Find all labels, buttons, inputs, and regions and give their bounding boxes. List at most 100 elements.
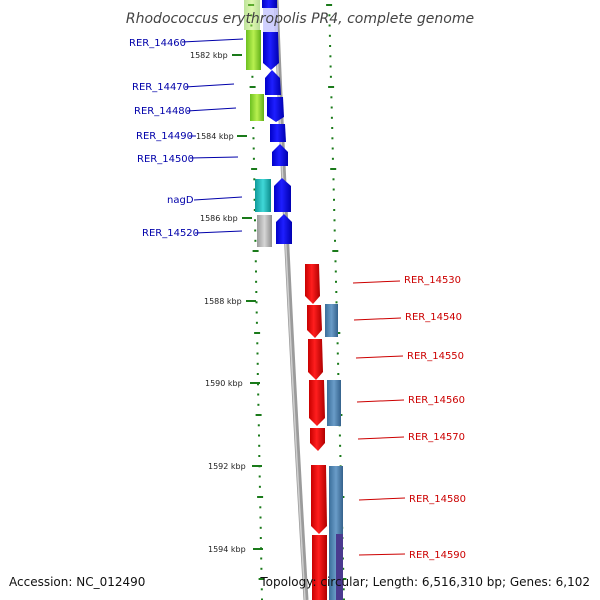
right-tick-mark [326, 4, 333, 6]
genome-summary-text: Topology: circular; Length: 6,516,310 bp… [259, 575, 590, 589]
feature-rer-14560[interactable] [327, 380, 341, 426]
kbp-scale: 1582 kbp 1584 kbp 1586 kbp 1588 kbp 1590… [190, 51, 263, 554]
left-tick-mark [256, 352, 259, 355]
left-tick-mark [254, 332, 261, 334]
feature-nagd[interactable] [255, 179, 271, 212]
left-tick-mark [257, 383, 259, 386]
right-tick-mark [333, 209, 336, 211]
gene-arrow-14460-c[interactable] [263, 32, 279, 70]
left-tick-mark [258, 455, 261, 457]
right-tick-mark [328, 86, 335, 88]
gene-label-nagd[interactable]: nagD [167, 195, 194, 206]
gene-arrow-14470[interactable] [265, 70, 281, 95]
right-tick-mark [328, 14, 331, 17]
left-tick-mark [260, 588, 263, 591]
left-tick-mark [254, 260, 257, 263]
left-tick-mark [255, 280, 258, 283]
map-title: Rhodococcus erythropolis PR4, complete g… [126, 11, 474, 27]
left-tick-mark [258, 444, 261, 447]
gene-label-rer-14570[interactable]: RER_14570 [408, 432, 465, 443]
gene-arrow-14570[interactable] [310, 428, 325, 451]
kbp-label: 1592 kbp [208, 462, 246, 471]
right-tick-mark [336, 352, 339, 355]
feature-rer-14520[interactable] [257, 215, 272, 247]
left-tick-mark [255, 291, 258, 293]
gene-label-rer-14460[interactable]: RER_14460 [129, 38, 186, 49]
left-tick-mark [254, 229, 257, 232]
gene-arrow-14530[interactable] [305, 264, 320, 304]
left-tick-mark [261, 598, 263, 600]
right-tick-mark [337, 362, 340, 365]
right-tick-mark [332, 250, 339, 252]
gene-arrow-14520[interactable] [276, 214, 292, 244]
feature-rer-14460[interactable] [246, 30, 261, 70]
left-tick-mark [253, 198, 256, 201]
left-tick-mark [252, 137, 255, 140]
gene-label-rer-14540[interactable]: RER_14540 [405, 312, 462, 323]
gene-label-rer-14530[interactable]: RER_14530 [404, 275, 461, 286]
right-tick-mark [333, 219, 336, 222]
left-tick-mark [252, 250, 259, 252]
left-tick-mark [259, 537, 262, 539]
right-tick-mark [334, 270, 337, 273]
reverse-strand-features [305, 264, 343, 600]
feature-rer-14480[interactable] [250, 94, 264, 121]
right-tick-mark [328, 34, 331, 37]
gene-arrow-14580[interactable] [311, 465, 327, 534]
gene-label-rer-14590[interactable]: RER_14590 [409, 550, 466, 561]
kbp-label: 1594 kbp [208, 545, 246, 554]
gene-arrow-14460-b[interactable] [263, 8, 278, 32]
left-tick-mark [254, 239, 257, 242]
left-tick-mark [258, 475, 261, 478]
left-tick-mark [259, 516, 262, 519]
right-tick-mark [330, 168, 337, 170]
feature-rer-14540[interactable] [325, 304, 338, 337]
right-tick-mark [329, 45, 332, 47]
left-tick-mark [253, 209, 256, 211]
right-tick-mark [335, 280, 337, 283]
left-tick-mark [258, 485, 261, 488]
right-tick-mark [337, 373, 340, 375]
gene-arrow-nagd[interactable] [274, 178, 291, 212]
right-tick-mark [330, 116, 333, 119]
right-tick-mark [338, 434, 341, 437]
feature-rer-14590-inner[interactable] [336, 534, 343, 600]
gene-label-rer-14480[interactable]: RER_14480 [134, 106, 191, 117]
left-tick-mark [256, 362, 259, 365]
right-tick-mark [335, 301, 338, 304]
left-tick-mark [252, 157, 255, 160]
gene-label-rer-14550[interactable]: RER_14550 [407, 351, 464, 362]
right-tick-mark [335, 291, 338, 293]
gene-arrow-14590[interactable] [312, 535, 327, 600]
feature-rer-14460-top[interactable] [244, 0, 260, 30]
left-tick-mark [257, 424, 260, 427]
left-tick-mark [256, 373, 259, 375]
gene-arrow-14560[interactable] [309, 380, 325, 426]
left-tick-mark [255, 270, 257, 273]
right-tick-mark [331, 147, 334, 150]
right-tick-mark [333, 229, 336, 232]
accession-text: Accession: NC_012490 [9, 575, 145, 589]
gene-label-rer-14580[interactable]: RER_14580 [409, 494, 466, 505]
gene-arrow-14550[interactable] [308, 339, 323, 380]
left-tick-mark [258, 434, 260, 437]
kbp-label: 1586 kbp [200, 214, 238, 223]
gene-label-rer-14560[interactable]: RER_14560 [408, 395, 465, 406]
gene-label-rer-14500[interactable]: RER_14500 [137, 154, 194, 165]
left-tick-mark [255, 321, 258, 324]
gene-arrow-14500[interactable] [272, 144, 288, 166]
gene-arrow-14460-a[interactable] [262, 0, 277, 8]
gene-arrow-14490[interactable] [270, 124, 286, 142]
gene-arrow-14540[interactable] [307, 305, 322, 338]
right-tick-mark [343, 598, 345, 600]
left-tick-mark [251, 168, 258, 170]
right-tick-mark [339, 444, 342, 447]
gene-label-rer-14490[interactable]: RER_14490 [136, 131, 193, 142]
left-tick-mark [257, 496, 264, 498]
right-tick-mark [332, 188, 335, 191]
gene-arrow-14480[interactable] [267, 97, 284, 122]
gene-label-rer-14520[interactable]: RER_14520 [142, 228, 199, 239]
gene-label-rer-14470[interactable]: RER_14470 [132, 82, 189, 93]
left-tick-mark [254, 219, 256, 222]
